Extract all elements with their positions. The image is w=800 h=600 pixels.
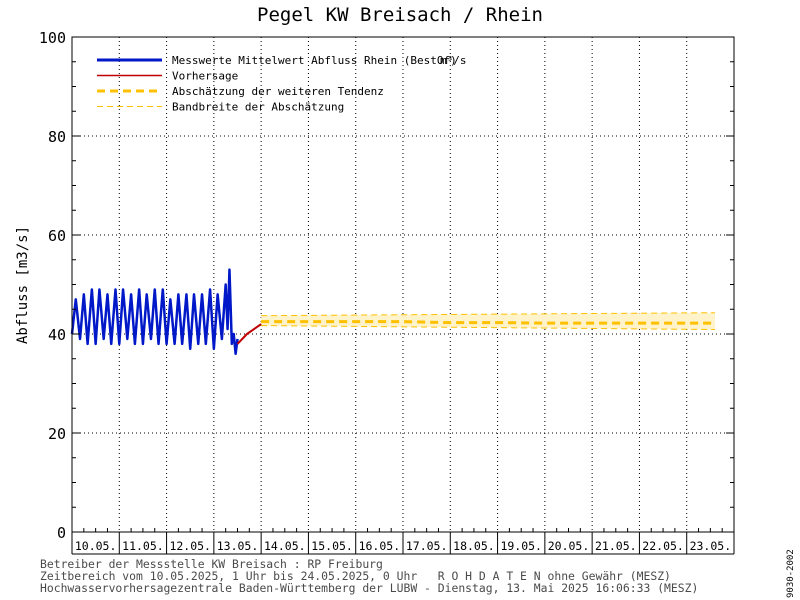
y-tick-label: 100 <box>39 29 66 47</box>
legend-label: Vorhersage <box>172 70 238 83</box>
x-tick-label: 13.05. <box>217 539 259 553</box>
footer: Betreiber der Messstelle KW Breisach : R… <box>40 558 780 594</box>
series-line-1 <box>236 323 262 345</box>
x-tick-label: 11.05. <box>122 539 164 553</box>
footer-publisher: Hochwasservorhersagezentrale Baden-Württ… <box>40 581 699 595</box>
chart-svg: 10.05. 11.05. 12.05. 13.05. 14.05. 15.05. 16.0… <box>15 29 735 555</box>
legend-unit: m³/s <box>440 54 467 67</box>
legend-label: Abschätzung der weiteren Tendenz <box>172 85 384 98</box>
band-lower-line <box>261 325 716 331</box>
x-tick-label: 17.05. <box>406 539 448 553</box>
x-tick-label: 23.05. <box>690 539 732 553</box>
side-code: 9030-2002 <box>786 549 796 598</box>
x-tick-label: 10.05. <box>75 539 117 553</box>
y-tick-label: 20 <box>48 425 66 443</box>
legend: Messwerte Mittelwert Abfluss Rhein (Best… <box>97 54 467 114</box>
x-tick-label: 16.05. <box>359 539 401 553</box>
y-axis-label: Abfluss [m3/s] <box>15 226 31 344</box>
y-tick-label: 0 <box>57 524 66 542</box>
y-tick-label: 60 <box>48 227 66 245</box>
y-tick-label: 80 <box>48 128 66 146</box>
series-layer <box>70 268 716 356</box>
x-tick-label: 20.05. <box>548 539 590 553</box>
x-tick-label: 14.05. <box>264 539 306 553</box>
chart-title: Pegel KW Breisach / Rhein <box>257 4 543 26</box>
x-tick-label: 19.05. <box>500 539 542 553</box>
legend-label: Bandbreite der Abschätzung <box>172 101 344 114</box>
footer-operator: Betreiber der Messstelle KW Breisach : R… <box>40 557 383 571</box>
series-line-2 <box>261 320 716 325</box>
axes-layer: 10.05. 11.05. 12.05. 13.05. 14.05. 15.05. 16.0… <box>39 29 735 555</box>
band-upper-line <box>261 312 716 317</box>
series-line-0 <box>70 268 239 356</box>
x-tick-label: 12.05. <box>169 539 211 553</box>
x-tick-label: 18.05. <box>453 539 495 553</box>
grid-lines <box>72 37 734 532</box>
footer-time-range: Zeitbereich vom 10.05.2025, 1 Uhr bis 24… <box>40 569 671 583</box>
x-tick-label: 21.05. <box>595 539 637 553</box>
y-tick-label: 40 <box>48 326 66 344</box>
x-tick-label: 22.05. <box>642 539 684 553</box>
legend-label: Messwerte Mittelwert Abfluss Rhein (Best… <box>172 54 457 67</box>
x-tick-label: 15.05. <box>311 539 353 553</box>
